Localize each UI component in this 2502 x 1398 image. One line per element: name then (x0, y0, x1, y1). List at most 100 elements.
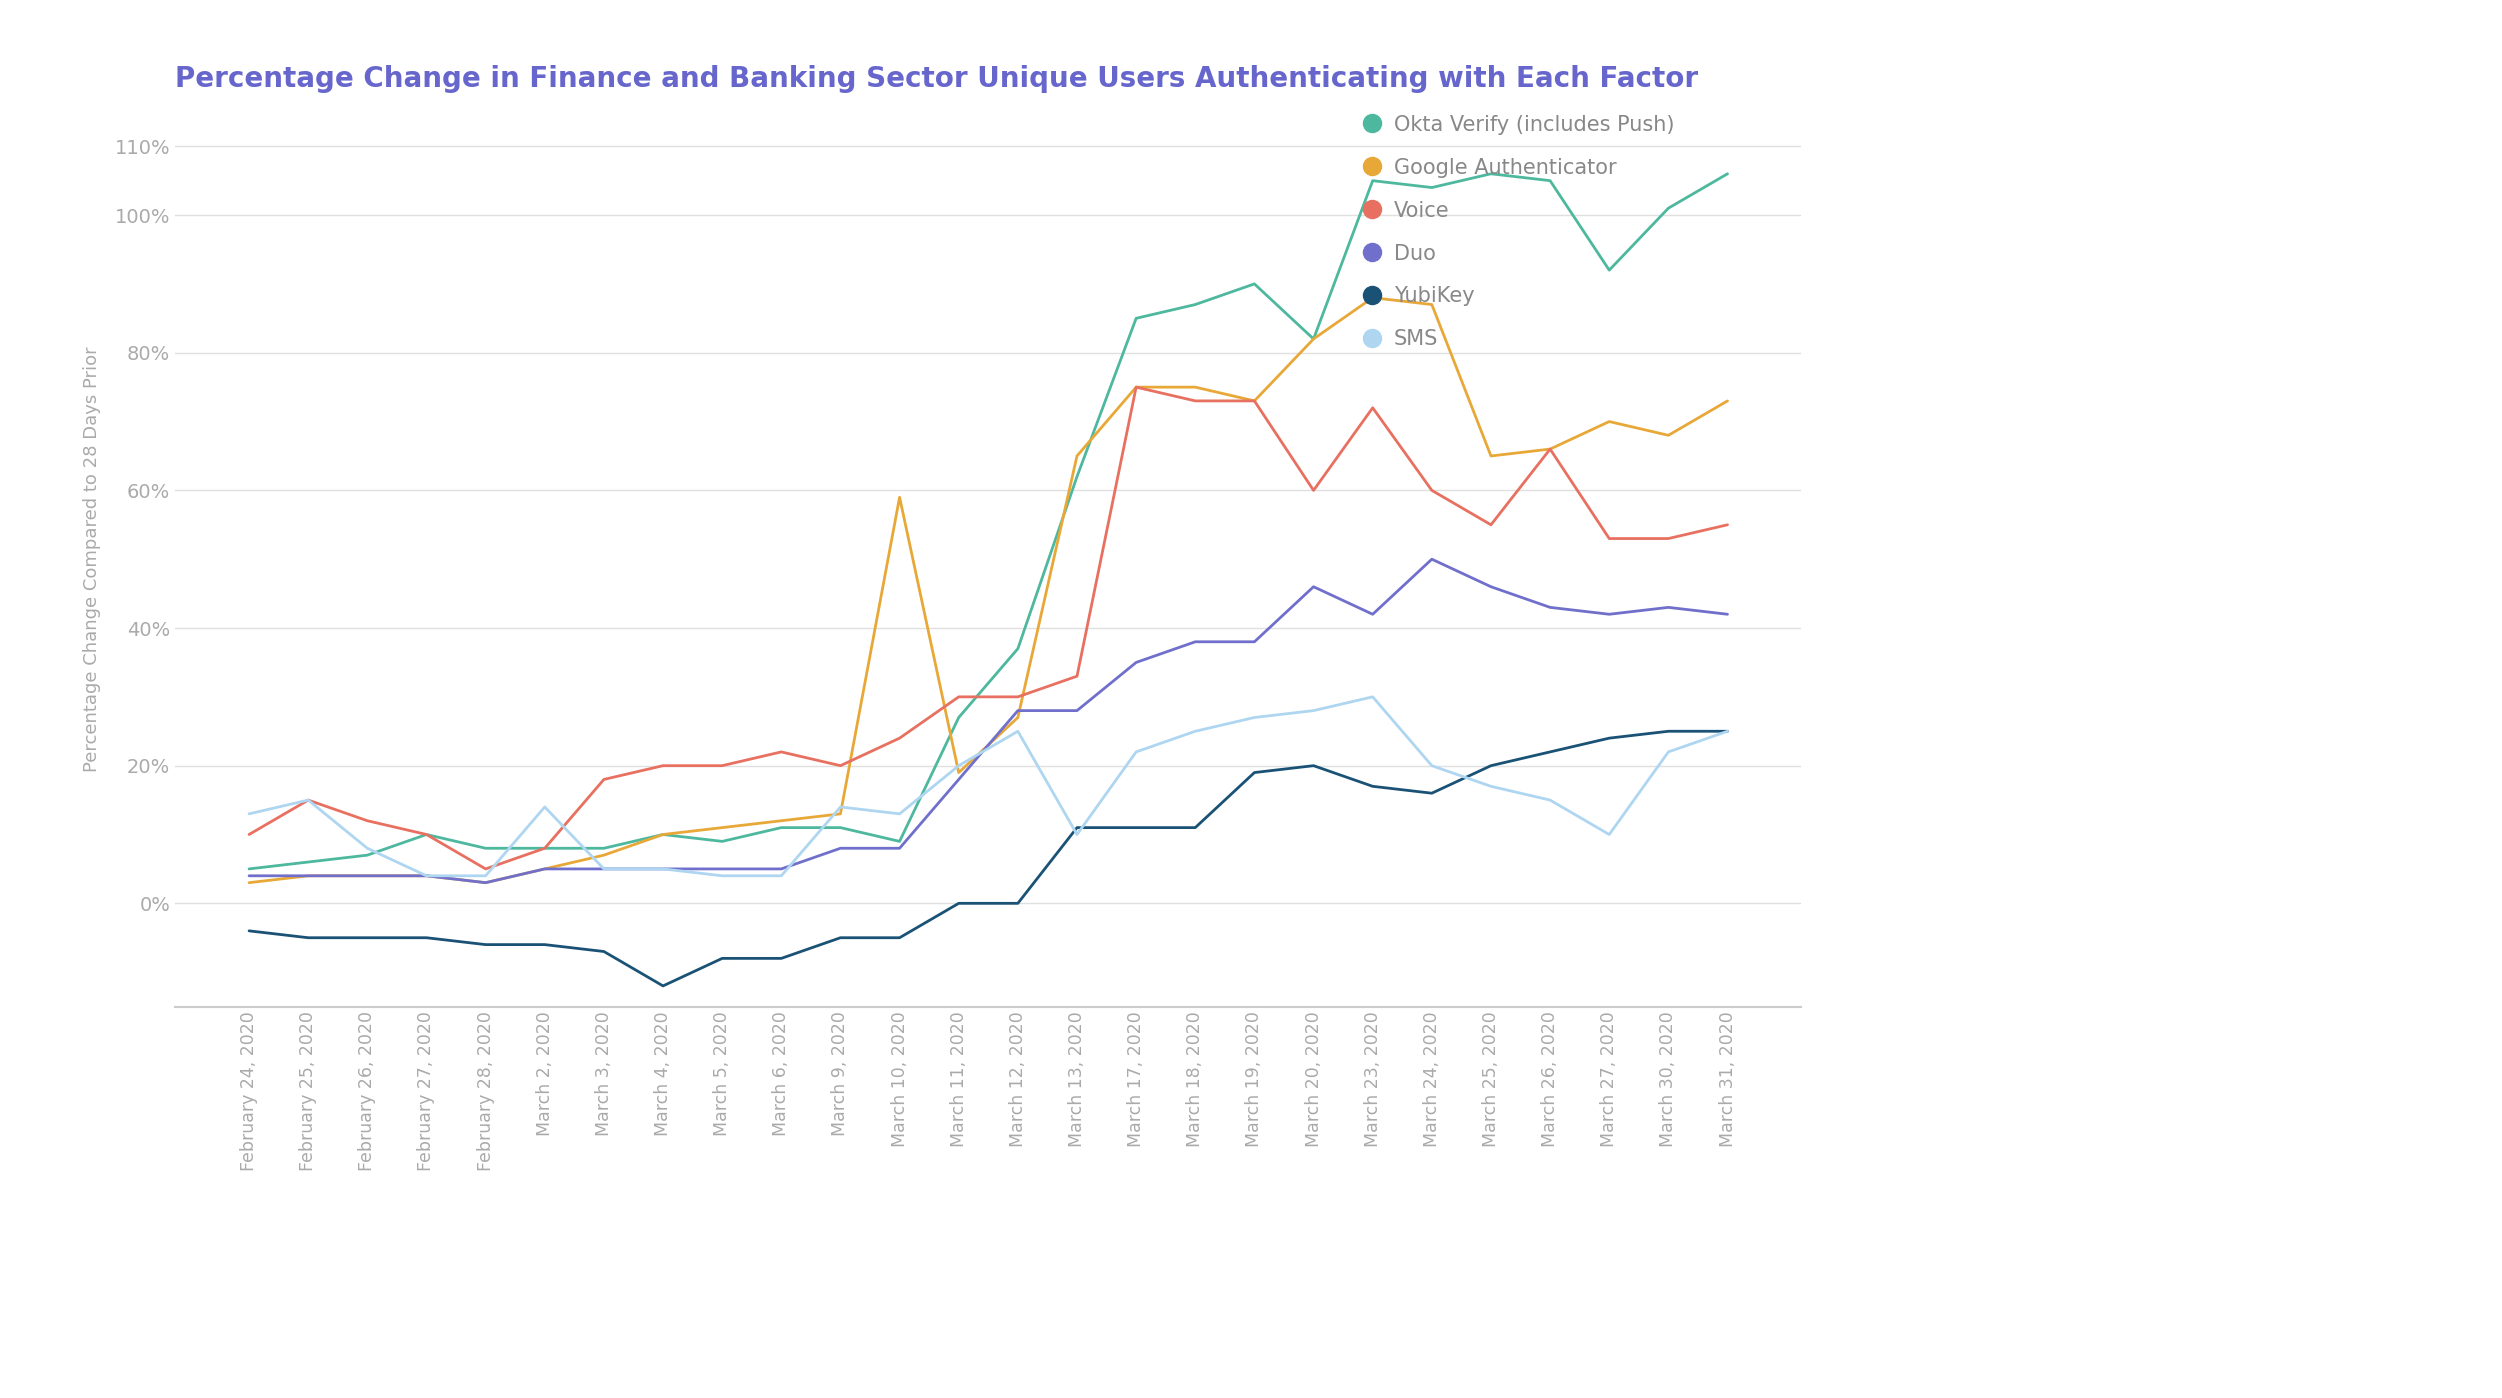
Voice (1061, 668, 1091, 685)
SMS (1536, 791, 1566, 808)
Voice (1359, 400, 1389, 417)
Duo (1654, 598, 1684, 615)
Okta Verify (includes Push) (1476, 165, 1506, 182)
Google Authenticator (1061, 447, 1091, 464)
Voice (766, 744, 796, 761)
Duo (943, 772, 973, 788)
Line: Duo: Duo (250, 559, 1726, 882)
Google Authenticator (826, 805, 856, 822)
Okta Verify (includes Push) (1594, 261, 1624, 278)
Okta Verify (includes Push) (1121, 310, 1151, 327)
SMS (1416, 758, 1446, 774)
SMS (1061, 826, 1091, 843)
Duo (1121, 654, 1151, 671)
Google Authenticator (1121, 379, 1151, 396)
Google Authenticator (708, 819, 738, 836)
YubiKey (943, 895, 973, 911)
Okta Verify (includes Push) (886, 833, 916, 850)
SMS (708, 867, 738, 884)
YubiKey (1536, 744, 1566, 761)
Okta Verify (includes Push) (1359, 172, 1389, 189)
SMS (530, 798, 560, 815)
Okta Verify (includes Push) (1238, 275, 1269, 292)
YubiKey (470, 937, 500, 953)
Okta Verify (includes Push) (410, 826, 440, 843)
Duo (353, 867, 383, 884)
YubiKey (353, 930, 383, 946)
Google Authenticator (1003, 709, 1033, 726)
Google Authenticator (648, 826, 678, 843)
YubiKey (235, 923, 265, 939)
Okta Verify (includes Push) (648, 826, 678, 843)
YubiKey (1299, 758, 1329, 774)
SMS (1181, 723, 1211, 740)
SMS (1121, 744, 1151, 761)
Okta Verify (includes Push) (1299, 330, 1329, 347)
Line: Google Authenticator: Google Authenticator (250, 298, 1726, 882)
YubiKey (1654, 723, 1684, 740)
Voice (1003, 688, 1033, 705)
Duo (1476, 579, 1506, 596)
Google Authenticator (1594, 414, 1624, 431)
Duo (588, 861, 618, 878)
YubiKey (1359, 777, 1389, 794)
Duo (1061, 702, 1091, 719)
Duo (708, 861, 738, 878)
Google Authenticator (235, 874, 265, 891)
Voice (943, 688, 973, 705)
Voice (1416, 482, 1446, 499)
SMS (235, 805, 265, 822)
SMS (1238, 709, 1269, 726)
Duo (1181, 633, 1211, 650)
Okta Verify (includes Push) (943, 709, 973, 726)
Voice (1181, 393, 1211, 410)
SMS (648, 861, 678, 878)
Line: YubiKey: YubiKey (250, 731, 1726, 986)
Duo (293, 867, 323, 884)
Google Authenticator (410, 867, 440, 884)
SMS (410, 867, 440, 884)
Voice (1121, 379, 1151, 396)
Voice (530, 840, 560, 857)
Voice (826, 758, 856, 774)
Google Authenticator (766, 812, 796, 829)
Voice (1299, 482, 1329, 499)
Okta Verify (includes Push) (1061, 468, 1091, 485)
Duo (886, 840, 916, 857)
Voice (886, 730, 916, 747)
Duo (1536, 598, 1566, 615)
SMS (1359, 688, 1389, 705)
YubiKey (588, 944, 618, 960)
Line: Voice: Voice (250, 387, 1726, 870)
Okta Verify (includes Push) (1536, 172, 1566, 189)
Okta Verify (includes Push) (353, 847, 383, 864)
Duo (648, 861, 678, 878)
SMS (293, 791, 323, 808)
SMS (1594, 826, 1624, 843)
Okta Verify (includes Push) (293, 854, 323, 871)
Duo (1299, 579, 1329, 596)
Okta Verify (includes Push) (1181, 296, 1211, 313)
Okta Verify (includes Push) (470, 840, 500, 857)
Okta Verify (includes Push) (1711, 165, 1741, 182)
Voice (1654, 530, 1684, 547)
Google Authenticator (1536, 440, 1566, 457)
Google Authenticator (470, 874, 500, 891)
Line: SMS: SMS (250, 696, 1726, 875)
Google Authenticator (1416, 296, 1446, 313)
Okta Verify (includes Push) (766, 819, 796, 836)
Google Authenticator (886, 489, 916, 506)
YubiKey (766, 951, 796, 967)
YubiKey (410, 930, 440, 946)
YubiKey (886, 930, 916, 946)
SMS (470, 867, 500, 884)
Voice (1238, 393, 1269, 410)
Duo (766, 861, 796, 878)
Okta Verify (includes Push) (1654, 200, 1684, 217)
YubiKey (1476, 758, 1506, 774)
Voice (1594, 530, 1624, 547)
Duo (826, 840, 856, 857)
Google Authenticator (293, 867, 323, 884)
SMS (766, 867, 796, 884)
YubiKey (1003, 895, 1033, 911)
